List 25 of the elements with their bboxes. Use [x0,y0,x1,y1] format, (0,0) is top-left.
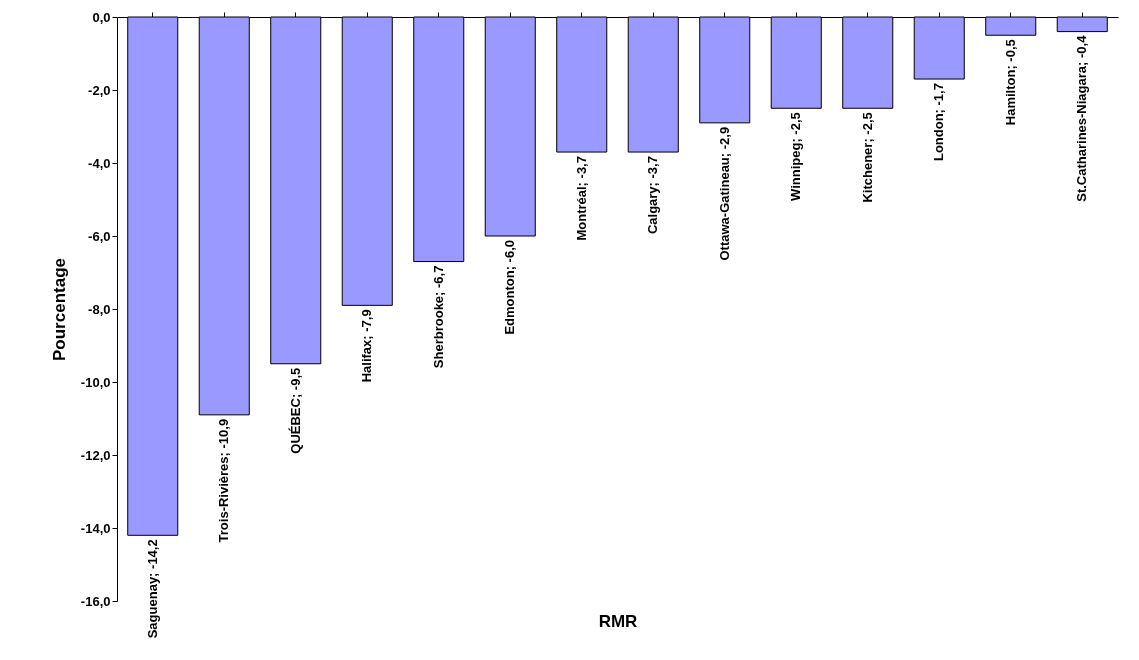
data-label: Sherbrooke; -6,7 [430,265,446,369]
data-label: London; -1,7 [931,83,947,162]
data-label: Trois-Rivières; -10,9 [216,418,232,543]
data-label: Hamilton; -0,5 [1002,39,1018,126]
data-label: Kitchener; -2,5 [859,112,875,203]
y-tick-label: -8,0 [88,301,111,317]
y-tick-label: 0,0 [92,9,111,25]
data-label: Saguenay; -14,2 [144,539,160,639]
y-tick-label: -10,0 [80,374,111,390]
data-label: QUÉBEC; -9,5 [287,367,303,454]
data-label: Edmonton; -6,0 [502,240,518,335]
y-tick-label: -14,0 [80,520,111,536]
data-label: Ottawa-Gatineau; -2,9 [716,126,732,261]
y-tick-label: -16,0 [80,593,111,609]
data-label: Halifax; -7,9 [359,309,375,383]
x-axis-title: RMR [598,611,638,631]
y-axis-title: Pourcentage [49,258,69,361]
y-tick-label: -4,0 [88,155,111,171]
y-tick-label: -12,0 [80,447,111,463]
data-label: Montréal; -3,7 [573,156,589,241]
data-label: St.Catharines-Niagara; -0,4 [1074,34,1090,202]
data-label: Winnipeg; -2,5 [788,112,804,201]
y-tick-label: -2,0 [88,82,111,98]
y-tick-label: -6,0 [88,228,111,244]
data-label: Calgary; -3,7 [645,156,661,235]
